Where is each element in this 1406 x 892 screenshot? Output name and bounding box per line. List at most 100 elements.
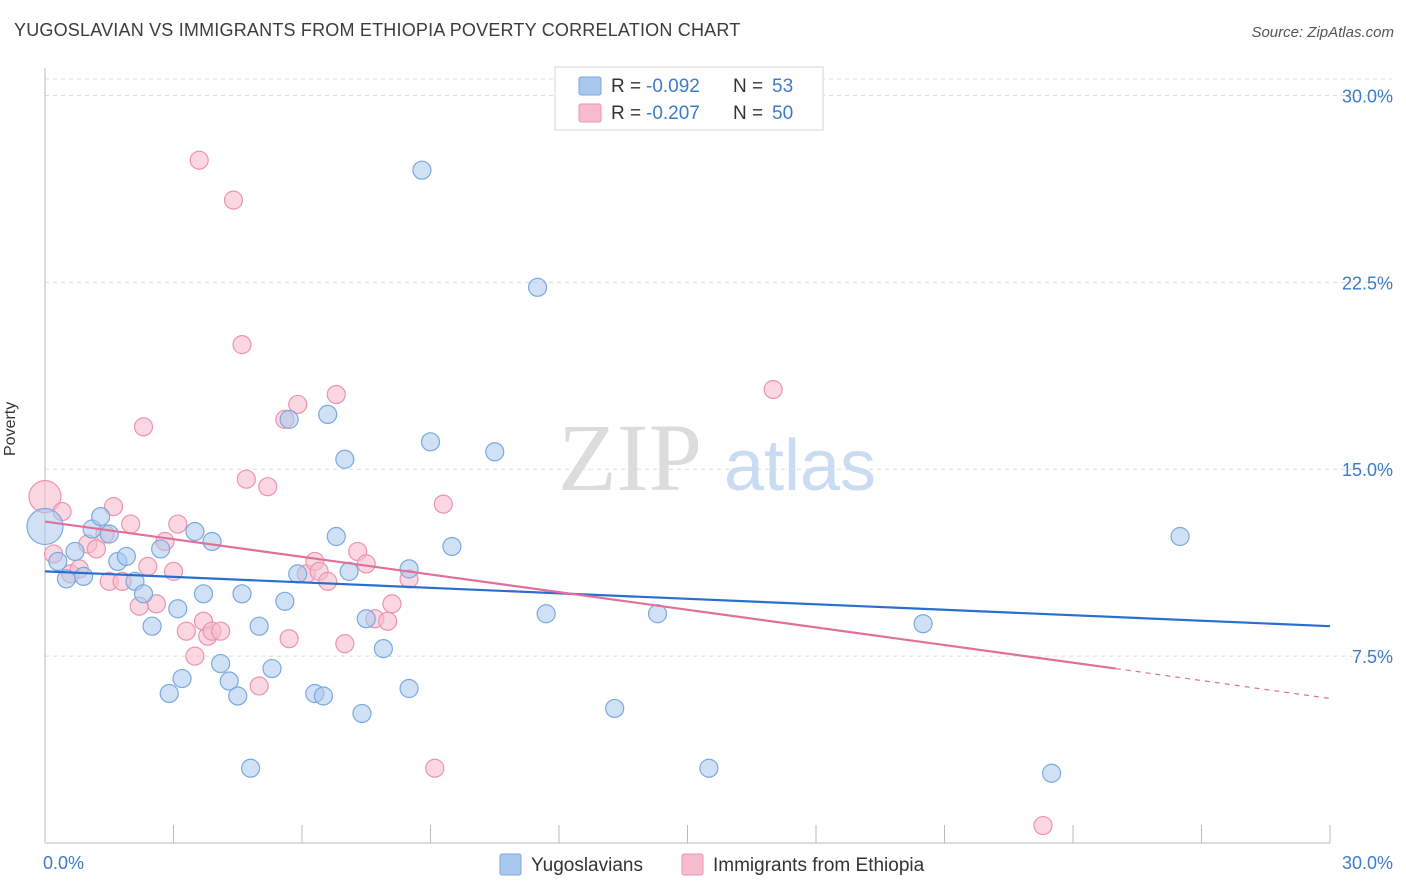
data-point-yugoslavians — [48, 551, 68, 572]
data-point-ethiopia — [189, 150, 209, 170]
data-point-ethiopia — [146, 594, 166, 614]
data-point-ethiopia — [103, 496, 124, 517]
data-point-yugoslavians — [151, 539, 171, 559]
data-point-yugoslavians — [185, 521, 205, 542]
data-point-ethiopia — [425, 758, 445, 778]
data-point-ethiopia — [288, 394, 308, 415]
data-point-yugoslavians — [172, 668, 192, 689]
data-point-yugoslavians — [1041, 763, 1062, 783]
data-point-yugoslavians — [228, 686, 248, 706]
data-point-yugoslavians — [219, 671, 239, 691]
legend-r-value-2: -0.207 — [646, 103, 700, 124]
data-point-yugoslavians — [356, 609, 376, 629]
immigrants-from-ethiopia-points — [28, 150, 1053, 836]
data-point-ethiopia — [236, 469, 256, 489]
data-point-yugoslavians — [99, 524, 119, 544]
series-legend: Yugoslavians Immigrants from Ethiopia — [499, 853, 925, 876]
data-point-yugoslavians — [318, 404, 338, 425]
data-point-yugoslavians — [232, 584, 252, 604]
series-legend-ethiopia: Immigrants from Ethiopia — [713, 855, 925, 876]
chart-title: YUGOSLAVIAN VS IMMIGRANTS FROM ETHIOPIA … — [14, 20, 741, 40]
watermark-atlas: atlas — [724, 426, 876, 506]
data-point-ethiopia — [249, 676, 269, 696]
series-legend-swatch-yugoslavians — [499, 853, 522, 876]
data-point-ethiopia — [133, 417, 154, 437]
data-point-yugoslavians — [420, 432, 441, 452]
x-tick-label: 0.0% — [43, 853, 84, 873]
data-point-yugoslavians — [399, 559, 419, 579]
data-point-ethiopia — [258, 477, 278, 497]
yugoslavians-points — [26, 160, 1190, 783]
legend-swatch-ethiopia — [578, 103, 602, 123]
data-point-yugoslavians — [26, 507, 64, 546]
data-point-yugoslavians — [142, 616, 162, 636]
tick-labels: 7.5% 15.0% 22.5% 30.0% 0.0% 30.0% — [43, 86, 1393, 873]
trend-line-yugoslavians — [44, 570, 1331, 628]
data-point-ethiopia — [378, 611, 398, 631]
source-label: Source: ZipAtlas.com — [1251, 24, 1394, 41]
data-point-ethiopia — [185, 646, 205, 666]
data-point-yugoslavians — [442, 536, 462, 557]
legend-n-label-1: N = — [733, 76, 763, 97]
data-point-ethiopia — [138, 556, 158, 577]
y-tick-label: 22.5% — [1342, 273, 1393, 293]
data-point-yugoslavians — [275, 591, 295, 611]
data-point-yugoslavians — [91, 506, 111, 527]
trend-line-ethiopia-extension — [1115, 667, 1331, 700]
data-point-ethiopia — [318, 571, 338, 591]
legend-n-value-2: 50 — [772, 103, 793, 124]
data-point-yugoslavians — [536, 604, 556, 624]
data-point-ethiopia — [176, 621, 196, 641]
legend-n-value-1: 53 — [772, 76, 793, 97]
legend-swatch-yugoslavians — [578, 76, 602, 96]
data-point-ethiopia — [232, 335, 252, 355]
data-point-yugoslavians — [65, 541, 85, 562]
legend-r-value-1: -0.092 — [646, 76, 700, 97]
data-point-yugoslavians — [249, 616, 269, 636]
data-point-yugoslavians — [279, 409, 299, 429]
data-point-yugoslavians — [313, 686, 334, 706]
data-point-yugoslavians — [1170, 526, 1190, 547]
data-point-ethiopia — [223, 190, 244, 210]
y-tick-label: 15.0% — [1342, 460, 1393, 480]
watermark: ZIP atlas — [558, 404, 876, 511]
data-point-yugoslavians — [193, 584, 214, 604]
data-point-yugoslavians — [159, 683, 179, 704]
axes — [44, 68, 1331, 844]
data-point-ethiopia — [335, 634, 355, 654]
y-tick-label: 7.5% — [1352, 647, 1393, 667]
data-point-yugoslavians — [326, 526, 346, 547]
data-point-yugoslavians — [116, 546, 136, 567]
data-point-ethiopia — [279, 629, 299, 649]
trend-line-ethiopia — [44, 520, 1116, 670]
data-point-ethiopia — [1033, 815, 1053, 836]
legend-r-label-2: R = — [611, 103, 641, 124]
data-point-yugoslavians — [605, 698, 625, 719]
data-point-ethiopia — [211, 621, 231, 641]
data-point-yugoslavians — [73, 566, 94, 586]
trend-lines — [44, 520, 1331, 700]
data-point-yugoslavians — [373, 639, 393, 659]
data-point-ethiopia — [763, 379, 783, 400]
legend-n-label-2: N = — [733, 103, 763, 124]
watermark-zip: ZIP — [558, 404, 702, 511]
data-point-yugoslavians — [527, 277, 548, 297]
x-tick-label: 30.0% — [1342, 853, 1393, 873]
data-point-ethiopia — [168, 514, 188, 534]
data-point-yugoslavians — [168, 599, 188, 619]
data-point-ethiopia — [382, 594, 402, 614]
series-legend-yugoslavians: Yugoslavians — [531, 855, 643, 876]
legend-box: R = -0.092 N = 53 R = -0.207 N = 50 — [554, 66, 824, 131]
data-point-ethiopia — [433, 494, 453, 514]
grid-lines — [45, 78, 1392, 657]
data-point-yugoslavians — [241, 758, 261, 778]
data-point-yugoslavians — [485, 442, 505, 462]
data-point-yugoslavians — [262, 658, 282, 679]
data-point-yugoslavians — [399, 678, 419, 699]
data-point-yugoslavians — [133, 584, 154, 604]
data-point-yugoslavians — [335, 449, 355, 469]
data-point-yugoslavians — [202, 531, 222, 552]
data-point-ethiopia — [121, 514, 141, 534]
data-point-ethiopia — [86, 539, 107, 559]
